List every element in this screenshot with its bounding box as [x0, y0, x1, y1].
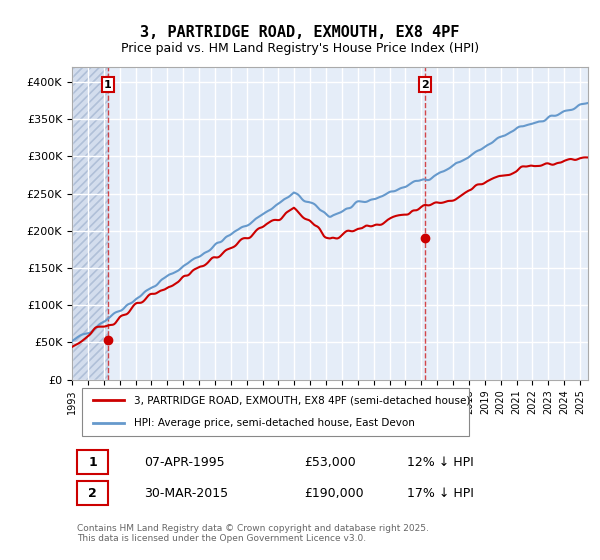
Text: 1: 1	[88, 456, 97, 469]
Text: Price paid vs. HM Land Registry's House Price Index (HPI): Price paid vs. HM Land Registry's House …	[121, 42, 479, 55]
Text: 2: 2	[88, 487, 97, 500]
Text: 07-APR-1995: 07-APR-1995	[144, 456, 225, 469]
Text: 17% ↓ HPI: 17% ↓ HPI	[407, 487, 474, 500]
Text: 1: 1	[104, 80, 112, 90]
FancyBboxPatch shape	[77, 450, 108, 474]
Bar	[425, 67, 588, 380]
FancyBboxPatch shape	[77, 481, 108, 505]
Bar	[108, 67, 425, 380]
Text: 2: 2	[421, 80, 429, 90]
Text: £190,000: £190,000	[304, 487, 364, 500]
Text: 3, PARTRIDGE ROAD, EXMOUTH, EX8 4PF (semi-detached house): 3, PARTRIDGE ROAD, EXMOUTH, EX8 4PF (sem…	[134, 395, 470, 405]
FancyBboxPatch shape	[82, 388, 469, 436]
Text: Contains HM Land Registry data © Crown copyright and database right 2025.
This d: Contains HM Land Registry data © Crown c…	[77, 524, 429, 543]
Text: 12% ↓ HPI: 12% ↓ HPI	[407, 456, 474, 469]
Bar	[72, 67, 108, 380]
Text: 3, PARTRIDGE ROAD, EXMOUTH, EX8 4PF: 3, PARTRIDGE ROAD, EXMOUTH, EX8 4PF	[140, 25, 460, 40]
Text: HPI: Average price, semi-detached house, East Devon: HPI: Average price, semi-detached house,…	[134, 418, 415, 428]
Bar	[72, 67, 108, 380]
Text: £53,000: £53,000	[304, 456, 356, 469]
Text: 30-MAR-2015: 30-MAR-2015	[144, 487, 229, 500]
